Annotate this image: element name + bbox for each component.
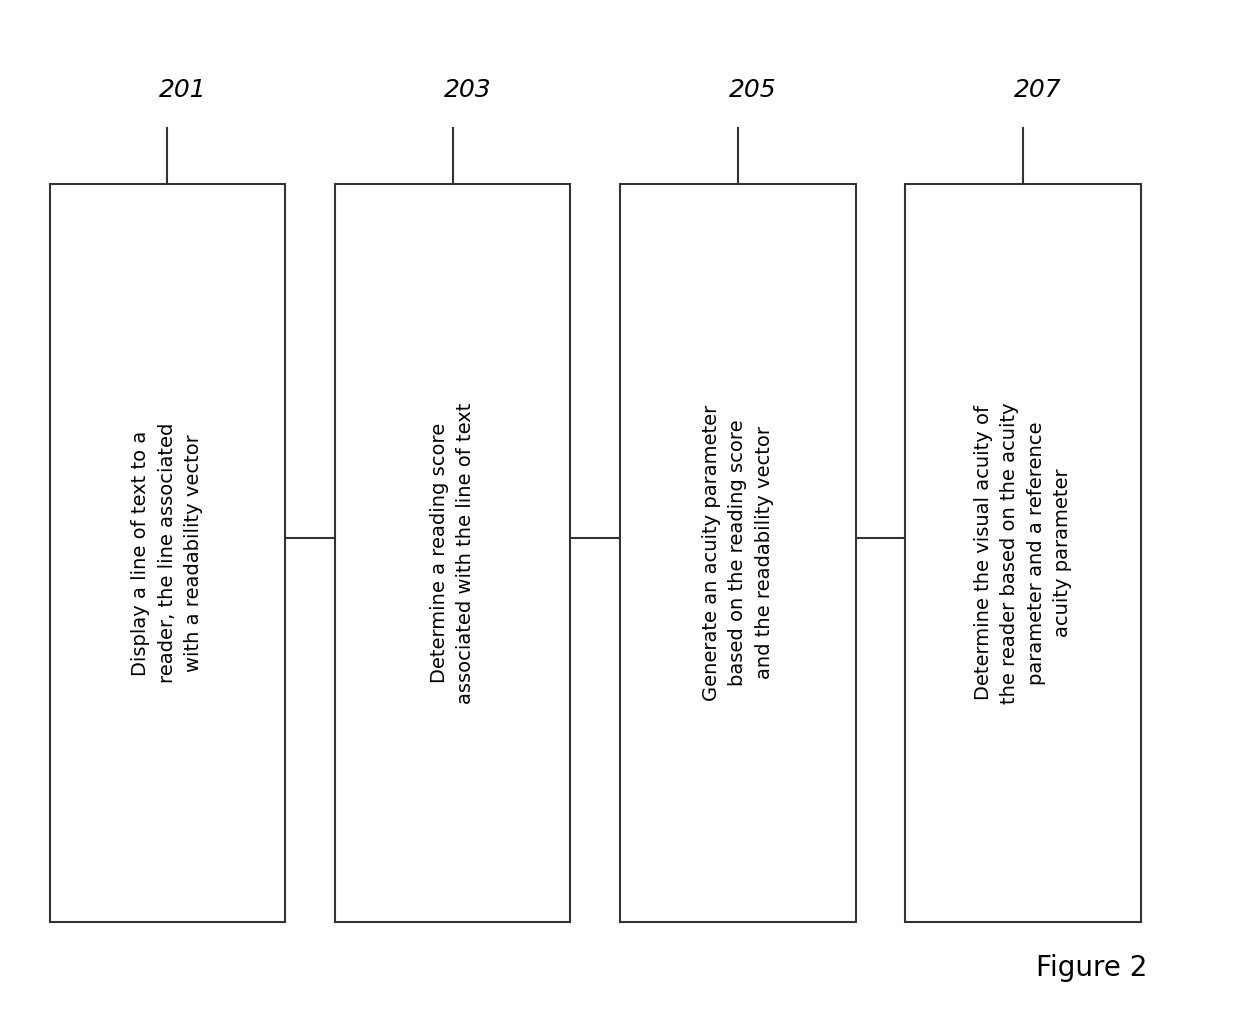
Bar (50, 184, 285, 922)
Text: 207: 207 (1014, 79, 1061, 102)
Text: Generate an acuity parameter
based on the reading score
and the readability vect: Generate an acuity parameter based on th… (702, 404, 774, 701)
Text: Determine a reading score
associated with the line of text: Determine a reading score associated wit… (430, 402, 475, 703)
Text: Determine the visual acuity of
the reader based on the acuity
parameter and a re: Determine the visual acuity of the reade… (973, 402, 1073, 703)
Text: 201: 201 (159, 79, 206, 102)
Bar (905, 184, 1141, 922)
Text: Display a line of text to a
reader, the line associated
with a readability vecto: Display a line of text to a reader, the … (131, 423, 203, 683)
Text: 205: 205 (729, 79, 776, 102)
Bar (335, 184, 570, 922)
Bar (620, 184, 856, 922)
Text: Figure 2: Figure 2 (1035, 953, 1147, 982)
Text: 203: 203 (444, 79, 491, 102)
